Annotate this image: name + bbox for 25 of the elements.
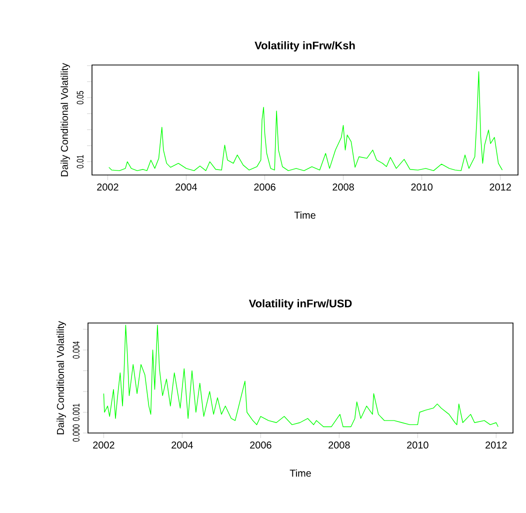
x-tick-label: 2012 [490, 184, 511, 191]
x-tick-label: 2008 [332, 184, 354, 191]
chart-title: Volatility inFrw/Ksh [254, 41, 355, 52]
x-tick-label: 2012 [486, 442, 507, 449]
y-tick-label: 0.000 [72, 424, 80, 442]
y-axis-title: Daily Conditional Volatility [60, 62, 70, 176]
x-tick-label: 2010 [411, 184, 433, 191]
y-tick-label: 0.004 [72, 341, 80, 359]
x-tick-label: 2004 [176, 184, 198, 191]
x-tick-label: 2002 [97, 184, 118, 191]
x-tick-label: 2006 [254, 184, 276, 191]
y-tick-label: 0.05 [76, 91, 84, 104]
x-tick-label: 2008 [328, 442, 350, 449]
chart-title: Volatility inFrw/USD [248, 299, 352, 310]
y-tick-label: 0.01 [76, 155, 84, 168]
y-axis-title: Daily Conditional Volatility [56, 321, 66, 434]
x-tick-label: 2002 [93, 442, 114, 449]
x-axis-title: Time [294, 211, 316, 219]
x-tick-label: 2010 [407, 442, 428, 449]
line-series [108, 71, 503, 172]
line-series [103, 324, 498, 428]
x-axis-title: Time [290, 469, 311, 477]
x-tick-label: 2004 [172, 442, 193, 449]
y-tick-label: 0.001 [72, 404, 80, 421]
x-tick-label: 2006 [250, 442, 272, 449]
